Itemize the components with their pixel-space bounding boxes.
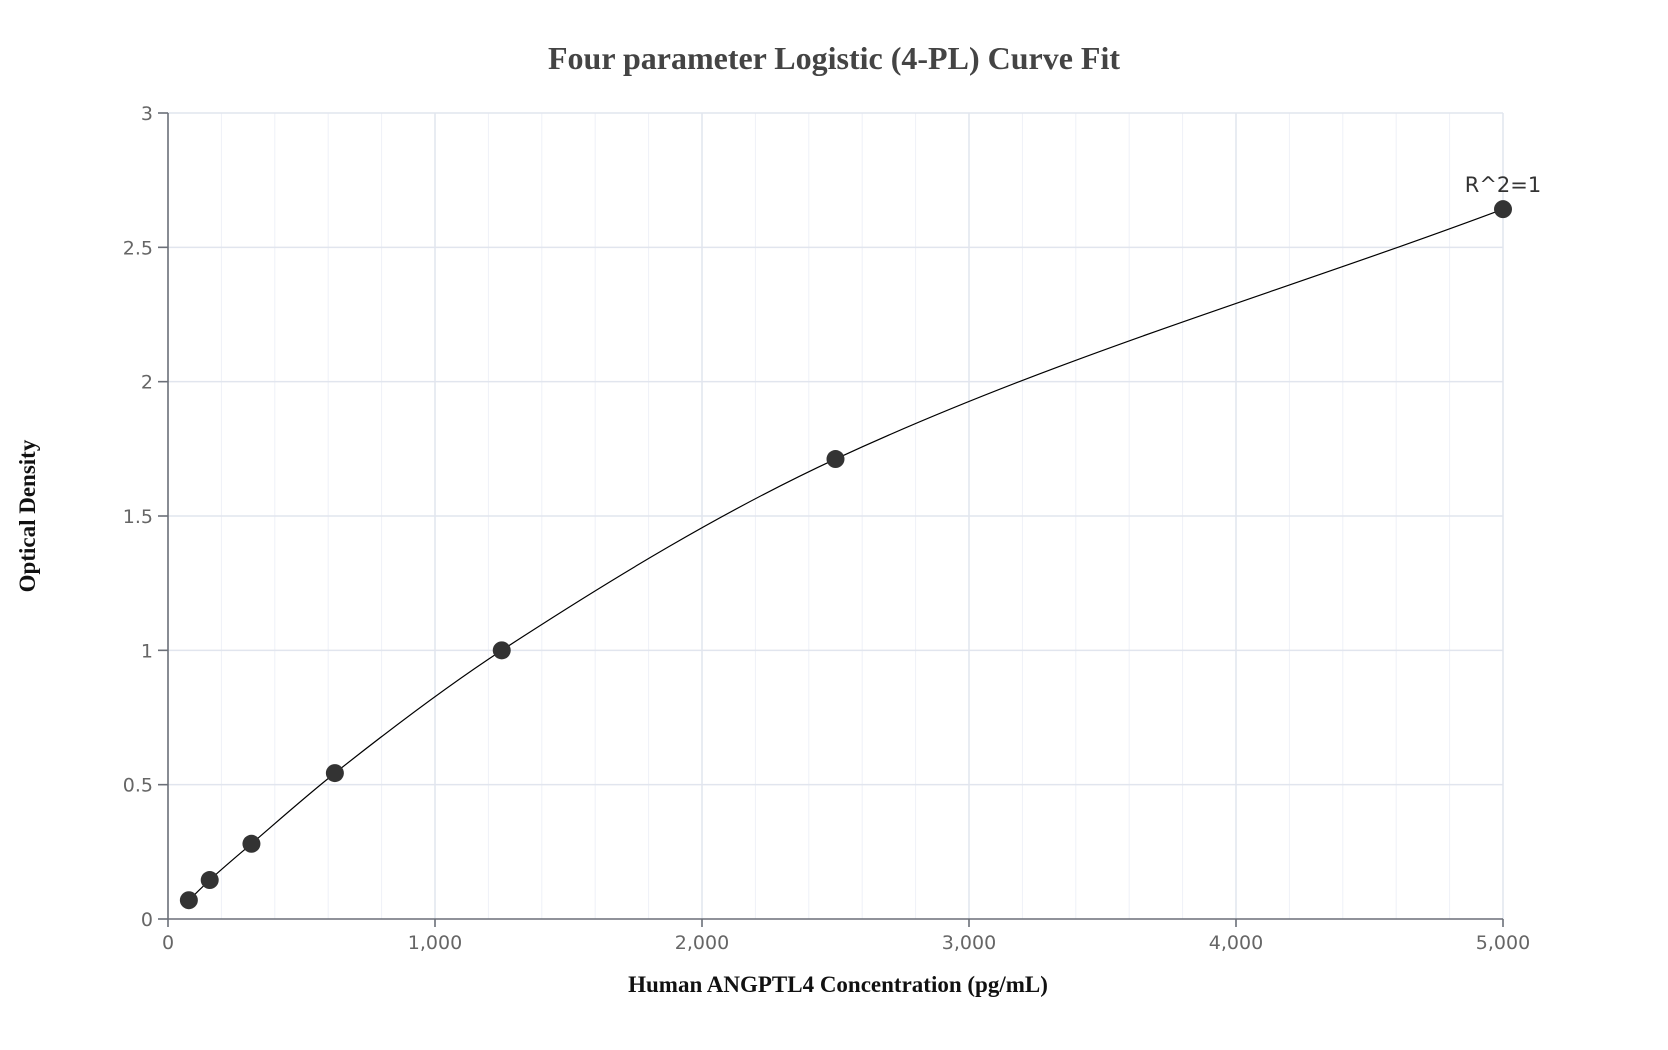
tick-labels: 0 0.5 1 1.5 2 2.5 3 0 1,000 2,000 3,000 4,000 5,000 [123,103,1530,954]
r-squared-annotation: R^2=1 [1465,173,1542,197]
y-tick-label: 0.5 [123,775,153,797]
y-tick-label: 0 [141,909,153,931]
major-gridlines [168,112,1504,919]
data-point [200,871,219,890]
y-tick-label: 2.5 [123,237,153,259]
data-point [242,834,261,853]
data-point [1494,200,1512,219]
x-tick-label: 2,000 [675,932,729,954]
x-tick-label: 0 [162,932,174,954]
data-point [826,450,845,469]
y-tick-label: 3 [141,103,153,125]
annotations: R^2=1 [1465,173,1542,197]
fit-curve [188,208,1504,901]
data-point [325,764,344,783]
axes [158,112,1504,927]
chart-title: Four parameter Logistic (4-PL) Curve Fit [547,40,1120,76]
x-tick-label: 5,000 [1476,932,1530,954]
data-point [179,891,198,910]
x-tick-label: 3,000 [942,932,996,954]
x-tick-label: 4,000 [1209,932,1263,954]
data-points [179,200,1512,910]
y-tick-label: 2 [141,372,153,394]
y-tick-label: 1.5 [123,506,153,528]
y-tick-label: 1 [141,640,153,662]
data-point [492,641,511,660]
x-axis-label: Human ANGPTL4 Concentration (pg/mL) [628,972,1048,997]
x-tick-label: 1,000 [408,932,462,954]
